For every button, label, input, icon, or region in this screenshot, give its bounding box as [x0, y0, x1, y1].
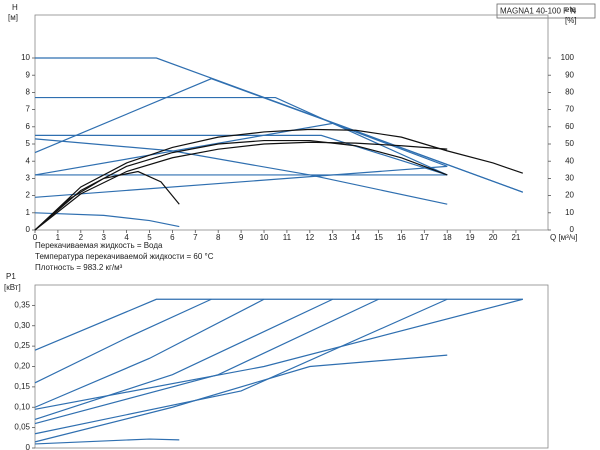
x-tick-label: 21: [511, 233, 520, 242]
curve: [34, 298, 212, 384]
y-tick-label: 7: [26, 105, 31, 114]
x-tick-label: 12: [305, 233, 314, 242]
y-tick-label: 6: [26, 122, 31, 131]
y2-tick-label: 100: [561, 53, 575, 62]
x-tick-label: 13: [328, 233, 337, 242]
y-tick-label: 9: [26, 70, 31, 79]
y-tick-label: 0: [26, 225, 31, 234]
y-tick-label: 10: [21, 53, 30, 62]
x-tick-label: 10: [260, 233, 269, 242]
y-tick-label: 2: [26, 191, 31, 200]
x-tick-label: 18: [443, 233, 452, 242]
x-tick-label: 14: [351, 233, 360, 242]
curve: [34, 122, 448, 176]
curve: [34, 298, 333, 421]
curve: [35, 96, 448, 176]
x-label: Q [м³/ч]: [550, 233, 577, 242]
y-tick-label: 0: [26, 443, 31, 450]
y-tick-label: 8: [26, 88, 31, 97]
y-tick-label: 4: [26, 156, 31, 165]
y-tick-label: 0,35: [14, 300, 30, 309]
plot-frame: [34, 14, 549, 231]
x-tick-label: 6: [170, 233, 175, 242]
x-tick-label: 2: [79, 233, 84, 242]
y2-tick-label: 20: [565, 191, 574, 200]
curve: [34, 354, 448, 443]
y-label: P1: [6, 272, 16, 281]
y-tick-label: 1: [26, 208, 31, 217]
y-tick-label: 0,25: [14, 341, 30, 350]
curve: [34, 298, 523, 410]
y-tick-label: 0,20: [14, 362, 30, 371]
y-tick-label: 0,15: [14, 382, 30, 391]
curve: [34, 298, 265, 408]
y-label: [м]: [8, 13, 18, 22]
x-tick-label: 20: [489, 233, 498, 242]
x-tick-label: 11: [283, 233, 292, 242]
y-label: H: [12, 3, 18, 12]
y2-tick-label: 50: [565, 139, 574, 148]
y2-tick-label: 60: [565, 122, 574, 131]
y2-tick-label: 10: [565, 208, 574, 217]
model-box: [496, 3, 596, 19]
curve: [34, 128, 524, 231]
x-tick-label: 15: [374, 233, 383, 242]
y-tick-label: 0,05: [14, 423, 30, 432]
y-tick-label: 0,10: [14, 402, 30, 411]
curve: [34, 298, 379, 425]
y2-label: [%]: [565, 16, 577, 25]
x-tick-label: 0: [33, 233, 38, 242]
y-label: [кВт]: [4, 283, 21, 292]
y2-label: eta: [565, 5, 577, 14]
y-tick-label: 5: [26, 139, 31, 148]
curve: [34, 438, 180, 445]
y2-tick-label: 80: [565, 88, 574, 97]
model-label: MAGNA1 40-100 F N: [500, 7, 576, 16]
curve: [34, 165, 448, 198]
y2-tick-label: 30: [565, 174, 574, 183]
x-tick-label: 3: [101, 233, 106, 242]
curve: [34, 139, 448, 231]
y2-tick-label: 70: [565, 105, 574, 114]
x-tick-label: 19: [466, 233, 475, 242]
x-tick-label: 5: [147, 233, 152, 242]
y2-tick-label: 40: [565, 156, 574, 165]
x-tick-label: 17: [420, 233, 429, 242]
y-tick-label: 0,30: [14, 321, 30, 330]
curve: [34, 298, 448, 435]
curve: [34, 170, 180, 231]
curve: [34, 298, 523, 351]
x-tick-label: 4: [124, 233, 129, 242]
curve: [34, 77, 524, 193]
x-tick-label: 7: [193, 233, 198, 242]
curve: [34, 138, 448, 205]
x-tick-label: 8: [216, 233, 221, 242]
curve: [35, 134, 448, 176]
y2-tick-label: 90: [565, 70, 574, 79]
curve: [34, 212, 180, 228]
note: Плотность = 983.2 кг/м³: [35, 263, 123, 272]
x-tick-label: 9: [239, 233, 244, 242]
note: Перекачиваемая жидкость = Вода: [35, 241, 163, 250]
y-tick-label: 3: [26, 174, 31, 183]
y2-tick-label: 0: [570, 225, 575, 234]
x-tick-label: 16: [397, 233, 406, 242]
note: Температура перекачиваемой жидкости = 60…: [35, 252, 214, 261]
x-tick-label: 1: [56, 233, 61, 242]
curve: [34, 141, 448, 231]
plot-frame: [34, 284, 549, 449]
